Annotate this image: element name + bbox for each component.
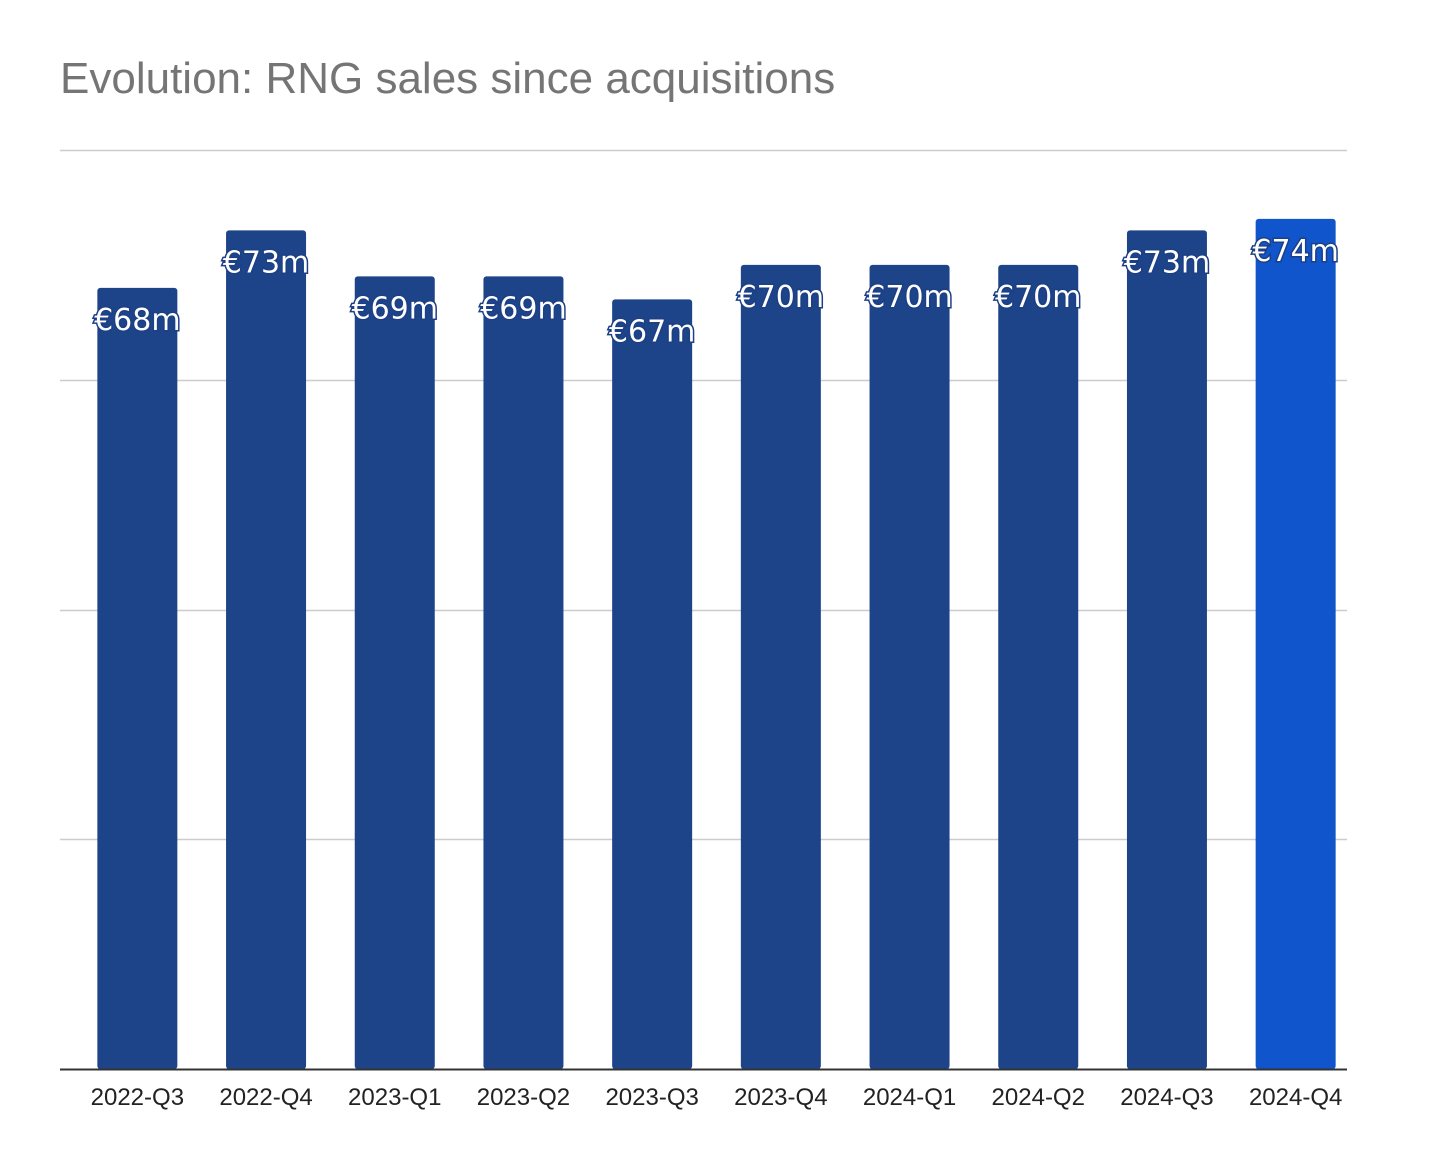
- data-label-2024-Q1: €70m: [866, 280, 952, 315]
- chart-title: Evolution: RNG sales since acquisitions: [60, 54, 836, 103]
- bar-2023-Q4: [740, 264, 821, 1069]
- data-labels: €68m €73m €69m €69m €67m €70m €70m €70m €73m €74m: [93, 232, 1341, 350]
- bar-2023-Q2: [483, 276, 564, 1069]
- bar-2024-Q3: [1126, 230, 1207, 1070]
- x-tick-label: 2024-Q2: [992, 1084, 1085, 1111]
- bar-2024-Q2: [998, 264, 1079, 1069]
- bar-2022-Q3: [97, 287, 178, 1070]
- x-tick-label: 2023-Q2: [477, 1084, 570, 1111]
- x-tick-label: 2023-Q4: [734, 1084, 827, 1111]
- x-tick-label: 2023-Q1: [348, 1084, 441, 1111]
- data-label-2024-Q2: €70m: [995, 280, 1081, 315]
- bar-2024-Q1: [869, 264, 950, 1069]
- x-tick-label: 2024-Q3: [1120, 1084, 1213, 1111]
- data-label-2022-Q3: €68m: [94, 303, 180, 338]
- bar-2024-Q4: [1255, 218, 1336, 1070]
- data-label-2024-Q4: €74m: [1252, 234, 1338, 269]
- x-tick-label: 2023-Q3: [605, 1084, 698, 1111]
- data-label-2022-Q4: €73m: [223, 245, 309, 280]
- x-axis: 2022-Q3 2022-Q4 2023-Q1 2023-Q2 2023-Q3 2023-…: [60, 1068, 1347, 1111]
- x-tick-label: 2022-Q4: [219, 1084, 312, 1111]
- bars: [97, 218, 1336, 1070]
- data-label-2023-Q3: €67m: [609, 314, 695, 349]
- data-label-2023-Q1: €69m: [352, 291, 438, 326]
- bar-2023-Q1: [354, 276, 435, 1069]
- x-tick-label: 2022-Q3: [91, 1084, 184, 1111]
- x-tick-label: 2024-Q4: [1249, 1084, 1342, 1111]
- data-label-2023-Q2: €69m: [480, 291, 566, 326]
- data-label-2023-Q4: €70m: [738, 280, 824, 315]
- bar-2023-Q3: [612, 299, 693, 1069]
- bar-2022-Q4: [226, 230, 307, 1070]
- x-tick-label: 2024-Q1: [863, 1084, 956, 1111]
- data-label-2024-Q3: €73m: [1124, 245, 1210, 280]
